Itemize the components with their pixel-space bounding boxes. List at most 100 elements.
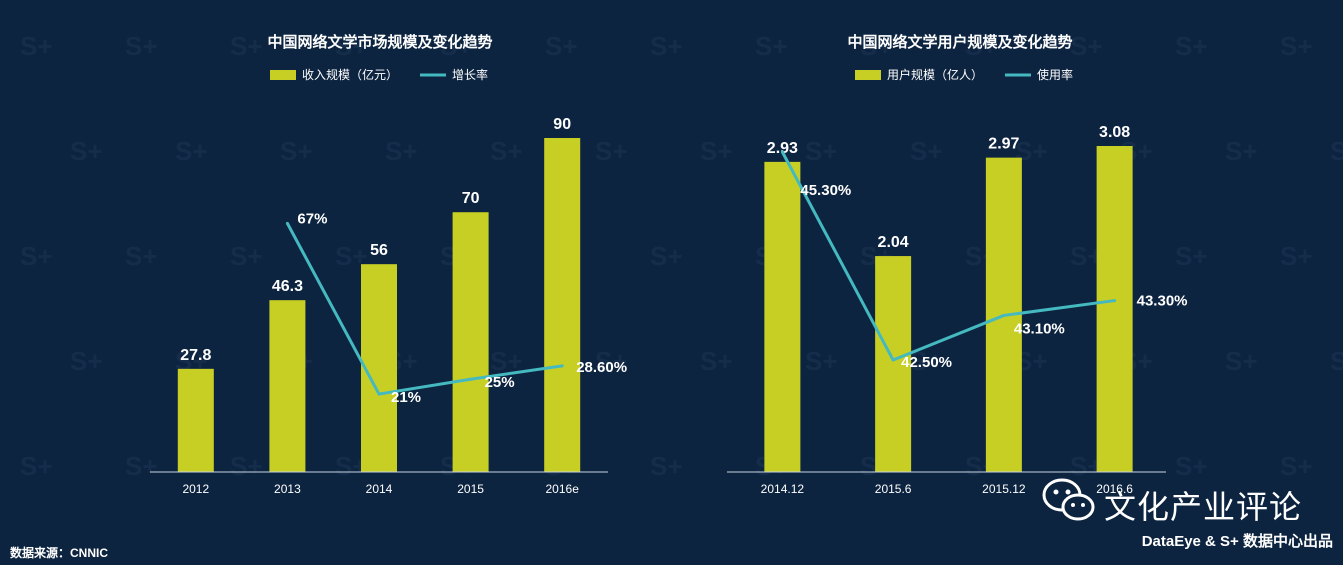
line-value-label: 43.10% <box>1014 320 1065 337</box>
x-tick-label: 2013 <box>274 482 301 496</box>
pattern-mark: S+ <box>700 136 733 166</box>
line-point <box>780 150 784 154</box>
pattern-mark: S+ <box>1225 346 1258 376</box>
line-point <box>1113 299 1117 303</box>
pattern-mark: S+ <box>1175 241 1208 271</box>
pattern-mark: S+ <box>755 31 788 61</box>
bar <box>1096 146 1133 472</box>
line-series <box>286 222 563 396</box>
source-note: 数据来源：CNNIC <box>10 546 108 560</box>
pattern-mark: S+ <box>860 31 893 61</box>
pattern-mark: S+ <box>125 241 158 271</box>
wechat-icon <box>1042 478 1095 521</box>
pattern-mark: S+ <box>1280 451 1313 481</box>
line-value-label: 67% <box>297 210 327 227</box>
bar <box>764 161 801 472</box>
pattern-mark: S+ <box>805 346 838 376</box>
legend-swatch-bar <box>270 70 296 80</box>
pattern-mark: S+ <box>20 241 53 271</box>
pattern-mark: S+ <box>805 136 838 166</box>
x-tick-label: 2015.6 <box>875 482 912 496</box>
pattern-mark: S+ <box>20 31 53 61</box>
line-value-label: 45.30% <box>800 182 851 199</box>
line-point <box>1002 313 1006 317</box>
pattern-mark: S+ <box>440 31 473 61</box>
pattern-mark: S+ <box>175 136 208 166</box>
line-point <box>377 392 381 396</box>
pattern-mark: S+ <box>595 136 628 166</box>
pattern-mark: S+ <box>650 31 683 61</box>
line-series <box>781 151 1115 362</box>
line-value-label: 25% <box>485 374 515 391</box>
legend-swatch-bar <box>855 70 881 80</box>
pattern-mark: S+ <box>910 136 943 166</box>
x-tick-label: 2015.12 <box>982 482 1026 496</box>
pattern-mark: S+ <box>125 31 158 61</box>
pattern-mark: S+ <box>1330 136 1343 166</box>
pattern-mark: S+ <box>70 346 103 376</box>
pattern-mark: S+ <box>650 241 683 271</box>
pattern-mark: S+ <box>965 31 998 61</box>
pattern-mark: S+ <box>545 31 578 61</box>
chart-title: 中国网络文学用户规模及变化趋势 <box>847 33 1072 51</box>
pattern-mark: S+ <box>125 451 158 481</box>
pattern-mark: S+ <box>1330 346 1343 376</box>
bar-value-label: 3.08 <box>1099 124 1130 141</box>
bar-value-label: 70 <box>462 190 480 207</box>
bar <box>544 138 581 472</box>
line-value-label: 42.50% <box>901 354 952 371</box>
pattern-mark: S+ <box>1175 31 1208 61</box>
pattern-mark: S+ <box>1280 241 1313 271</box>
bar-value-label: 90 <box>553 116 571 133</box>
legend-label-bar: 用户规模（亿人） <box>887 67 983 82</box>
bar <box>361 264 397 472</box>
x-tick-label: 2012 <box>182 482 209 496</box>
pattern-mark: S+ <box>385 136 418 166</box>
pattern-mark: S+ <box>595 346 628 376</box>
pattern-mark: S+ <box>490 136 523 166</box>
x-tick-label: 2015 <box>457 482 484 496</box>
legend-label-line: 增长率 <box>452 67 488 82</box>
bar-value-label: 46.3 <box>272 278 303 295</box>
line-point <box>469 377 473 381</box>
bar <box>269 300 306 472</box>
pattern-mark: S+ <box>1280 31 1313 61</box>
x-tick-label: 2014 <box>366 482 393 496</box>
bar <box>452 212 489 472</box>
line-value-label: 21% <box>391 389 421 406</box>
pattern-mark: S+ <box>650 451 683 481</box>
bar-value-label: 56 <box>370 242 388 259</box>
bar-value-label: 2.04 <box>878 234 909 251</box>
bar <box>177 368 214 472</box>
bar-value-label: 2.93 <box>767 140 798 157</box>
pattern-mark: S+ <box>230 451 263 481</box>
bar <box>875 256 912 472</box>
legend-label-bar: 收入规模（亿元） <box>302 67 398 82</box>
pattern-mark: S+ <box>1225 136 1258 166</box>
pattern-mark: S+ <box>700 346 733 376</box>
line-point <box>891 358 895 362</box>
credit-line: DataEye & S+ 数据中心出品 <box>1141 533 1333 550</box>
x-tick-label: 2014.12 <box>761 482 805 496</box>
pattern-mark: S+ <box>335 31 368 61</box>
line-point <box>285 221 289 225</box>
bar-value-label: 2.97 <box>988 136 1019 153</box>
pattern-mark: S+ <box>70 136 103 166</box>
chart-title: 中国网络文学市场规模及变化趋势 <box>267 33 492 51</box>
line-value-label: 28.60% <box>576 359 627 376</box>
legend-label-line: 使用率 <box>1037 67 1073 82</box>
x-tick-label: 2016.6 <box>1096 482 1133 496</box>
background-pattern: S+ S+ S+ S+ S+ S+ S+ S+ S+ S+ S+ S+ S+ S+ S+ S+ S+ S+ S+ S+… <box>20 31 1343 481</box>
bar-value-label: 27.8 <box>180 347 211 364</box>
pattern-mark: S+ <box>1070 31 1103 61</box>
watermark-title: 文化产业评论 <box>1104 489 1303 525</box>
pattern-mark: S+ <box>1175 451 1208 481</box>
pattern-mark: S+ <box>20 451 53 481</box>
pattern-mark: S+ <box>230 241 263 271</box>
line-point <box>560 364 564 368</box>
pattern-mark: S+ <box>230 31 263 61</box>
pattern-mark: S+ <box>280 136 313 166</box>
